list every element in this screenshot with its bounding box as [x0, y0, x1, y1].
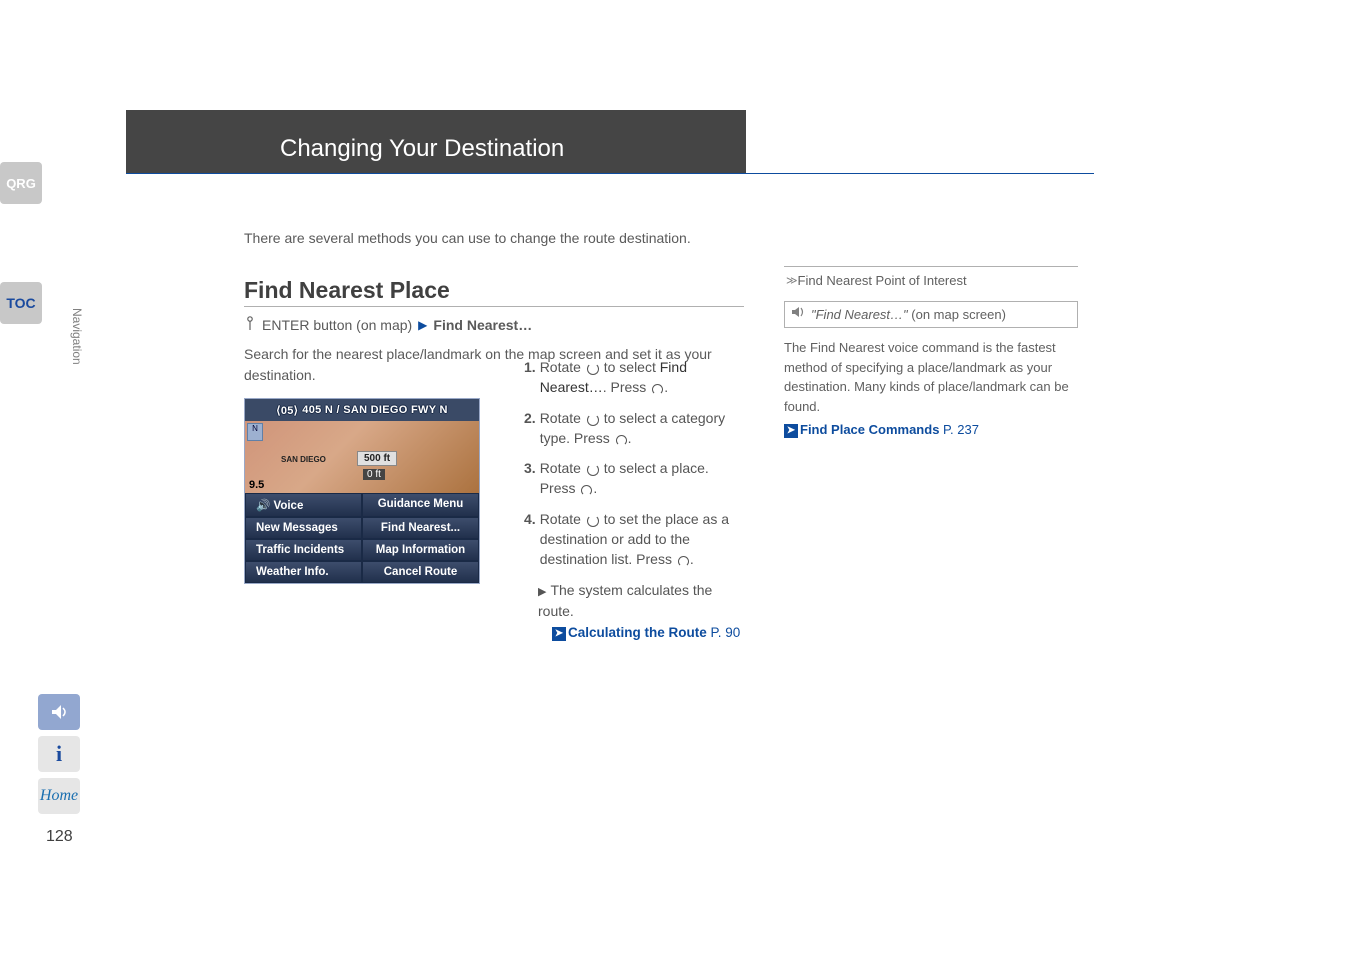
info-icon[interactable]: i — [38, 736, 80, 772]
link-arrow-icon: ➤ — [784, 424, 798, 438]
menu-voice: 🔊 Voice — [245, 493, 362, 517]
link-arrow-icon: ➤ — [552, 627, 566, 641]
breadcrumb-item: Find Nearest… — [433, 317, 532, 333]
push-icon — [614, 432, 628, 445]
info-cross-ref-link[interactable]: ➤Find Place Commands P. 237 — [784, 420, 1078, 440]
header: Changing Your Destination — [126, 110, 1094, 174]
menu-findnearest: Find Nearest... — [362, 517, 479, 539]
screenshot-map: N SAN DIEGO 500 ft 0 ft 9.5 — [245, 421, 479, 493]
menu-newmsg: New Messages — [245, 517, 362, 539]
step-4: 4. Rotate to set the place as a destinat… — [524, 509, 746, 570]
step-note: ▶The system calculates the route. — [524, 580, 746, 621]
step-num: 3. — [524, 458, 536, 499]
step-num: 1. — [524, 357, 536, 398]
menu-mapinfo: Map Information — [362, 539, 479, 561]
push-icon — [650, 381, 664, 394]
header-block: Changing Your Destination — [126, 110, 746, 173]
step-num: 4. — [524, 509, 536, 570]
menu-weather: Weather Info. — [245, 561, 362, 583]
menu-traffic: Traffic Incidents — [245, 539, 362, 561]
enter-icon — [244, 315, 256, 334]
screenshot-distance-2: 0 ft — [363, 469, 385, 480]
steps-list: 1. Rotate to select Find Nearest…. Press… — [524, 357, 746, 642]
dial-icon — [585, 462, 600, 475]
sidebar-icon-stack: i Home — [38, 694, 80, 814]
screenshot-roadname: ⟨05⟩405 N / SAN DIEGO FWY N — [245, 399, 479, 421]
tab-qrg[interactable]: QRG — [0, 162, 42, 204]
info-panel: ≫ Find Nearest Point of Interest "Find N… — [784, 266, 1078, 440]
dial-icon — [585, 412, 600, 425]
intro-text: There are several methods you can use to… — [244, 228, 744, 249]
step-text: Rotate to set the place as a destination… — [540, 509, 746, 570]
info-body: The Find Nearest voice command is the fa… — [784, 338, 1078, 416]
menu-guidance: Guidance Menu — [362, 493, 479, 517]
cross-ref-link[interactable]: ➤Calculating the Route P. 90 — [524, 623, 746, 643]
home-icon[interactable]: Home — [38, 778, 80, 814]
triangle-icon: ▶ — [538, 586, 546, 598]
breadcrumb: ENTER button (on map) ▶ Find Nearest… — [244, 315, 744, 334]
step-text: Rotate to select a place. Press . — [540, 458, 746, 499]
step-3: 3. Rotate to select a place. Press . — [524, 458, 746, 499]
page-number: 128 — [46, 828, 73, 846]
dial-icon — [585, 513, 600, 526]
menu-cancel: Cancel Route — [362, 561, 479, 583]
push-icon — [579, 482, 593, 495]
push-icon — [676, 553, 690, 566]
step-2: 2. Rotate to select a category type. Pre… — [524, 408, 746, 449]
page-title: Changing Your Destination — [280, 135, 564, 163]
screenshot-corner: 9.5 — [249, 479, 264, 491]
voice-small-icon — [791, 305, 805, 323]
breadcrumb-arrow-icon: ▶ — [418, 318, 427, 332]
screenshot: ⟨05⟩405 N / SAN DIEGO FWY N N SAN DIEGO … — [244, 398, 480, 584]
compass-icon: N — [247, 423, 263, 441]
screenshot-menu: 🔊 Voice Guidance Menu New Messages Find … — [245, 493, 479, 583]
voice-glyph-icon — [49, 702, 69, 722]
dial-icon — [585, 361, 600, 374]
section-title: Find Nearest Place — [244, 277, 744, 307]
screenshot-distance-1: 500 ft — [357, 451, 397, 466]
tab-toc[interactable]: TOC — [0, 282, 42, 324]
screenshot-city: SAN DIEGO — [281, 455, 326, 464]
info-header: ≫ Find Nearest Point of Interest — [784, 266, 1078, 295]
step-num: 2. — [524, 408, 536, 449]
breadcrumb-prefix: ENTER button (on map) — [262, 317, 412, 333]
step-1: 1. Rotate to select Find Nearest…. Press… — [524, 357, 746, 398]
step-text: Rotate to select Find Nearest…. Press . — [540, 357, 746, 398]
step-text: Rotate to select a category type. Press … — [540, 408, 746, 449]
voice-icon[interactable] — [38, 694, 80, 730]
section-vertical-label: Navigation — [70, 308, 84, 365]
chevron-icon: ≫ — [786, 273, 794, 290]
info-voice-command: "Find Nearest…" (on map screen) — [784, 301, 1078, 329]
